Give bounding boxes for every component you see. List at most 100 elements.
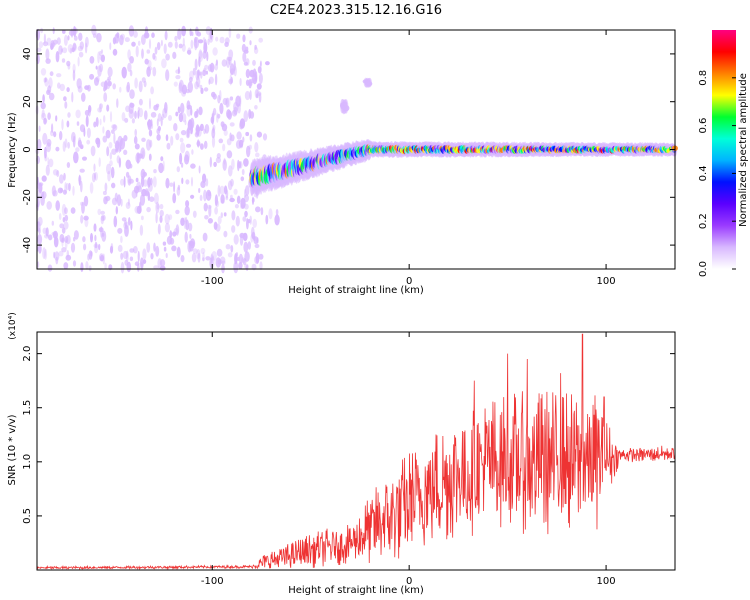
noise-blob xyxy=(156,203,160,210)
noise-blob xyxy=(184,120,187,126)
noise-blob xyxy=(243,158,249,167)
noise-blob xyxy=(199,71,202,76)
noise-blob xyxy=(65,254,72,261)
noise-blob xyxy=(111,148,117,155)
noise-blob xyxy=(70,28,74,38)
noise-blob xyxy=(109,152,113,160)
noise-blob xyxy=(133,246,138,254)
noise-blob xyxy=(247,219,251,224)
noise-blob xyxy=(66,250,70,258)
noise-blob xyxy=(75,147,80,153)
noise-blob xyxy=(203,140,208,149)
noise-blob xyxy=(160,116,163,127)
noise-blob xyxy=(154,55,157,62)
noise-blob xyxy=(185,200,190,208)
noise-blob xyxy=(138,107,144,118)
noise-blob xyxy=(61,119,64,131)
noise-blob xyxy=(245,58,250,66)
noise-blob xyxy=(152,176,157,188)
colorbar-tick-label: 0.4 xyxy=(698,165,709,181)
noise-blob xyxy=(144,26,149,38)
noise-blob xyxy=(38,182,43,194)
noise-blob xyxy=(207,218,213,224)
noise-blob xyxy=(52,169,59,176)
noise-blob xyxy=(82,156,87,161)
noise-blob xyxy=(189,117,195,129)
noise-blob xyxy=(180,142,186,154)
noise-blob xyxy=(181,113,187,123)
noise-blob xyxy=(129,256,134,262)
noise-blob xyxy=(215,257,222,268)
noise-blob xyxy=(189,70,194,80)
noise-blob xyxy=(197,126,202,137)
noise-blob xyxy=(222,159,227,171)
noise-blob xyxy=(155,212,158,224)
noise-blob xyxy=(80,145,84,150)
noise-blob xyxy=(131,41,136,47)
noise-blob xyxy=(165,53,170,61)
noise-blob xyxy=(59,233,65,243)
noise-blob xyxy=(217,259,223,265)
noise-blob xyxy=(275,209,279,216)
noise-blob xyxy=(177,28,182,40)
noise-blob xyxy=(40,68,47,76)
noise-blob xyxy=(61,227,66,234)
noise-blob xyxy=(166,142,171,150)
noise-blob xyxy=(53,236,59,248)
noise-blob xyxy=(185,179,190,185)
noise-blob xyxy=(87,107,91,117)
noise-blob xyxy=(36,221,41,232)
noise-blob xyxy=(249,90,252,101)
noise-blob xyxy=(168,214,173,221)
noise-blob xyxy=(229,96,234,101)
noise-blob xyxy=(233,188,238,195)
noise-blob xyxy=(128,217,131,226)
noise-blob xyxy=(196,108,199,115)
noise-blob xyxy=(100,54,105,63)
noise-blob xyxy=(107,66,113,78)
noise-blob xyxy=(38,243,42,254)
noise-blob xyxy=(190,194,195,199)
noise-blob xyxy=(248,109,252,119)
spectrogram-frame xyxy=(36,29,676,270)
noise-blob xyxy=(134,110,137,119)
noise-blob xyxy=(129,56,135,64)
noise-blob xyxy=(190,163,196,169)
noise-blob xyxy=(184,150,190,162)
noise-blob xyxy=(114,140,120,151)
noise-blob xyxy=(190,39,194,49)
noise-blob xyxy=(244,263,249,269)
noise-blob xyxy=(51,123,54,134)
snr-multiplier-label: (x10⁴) xyxy=(8,312,18,339)
noise-blob xyxy=(46,201,52,210)
noise-blob xyxy=(219,36,225,44)
noise-blob xyxy=(181,25,187,37)
noise-blob xyxy=(67,112,71,118)
noise-blob xyxy=(249,134,253,142)
noise-blob xyxy=(64,101,68,109)
noise-blob xyxy=(244,210,248,218)
noise-blob xyxy=(210,116,214,124)
noise-blob xyxy=(94,241,98,249)
noise-blob xyxy=(99,54,106,61)
noise-blob xyxy=(181,84,187,95)
noise-blob xyxy=(180,130,187,136)
noise-blob xyxy=(137,40,141,46)
noise-blob xyxy=(153,169,157,174)
noise-blob xyxy=(239,78,242,86)
noise-blob xyxy=(217,94,221,104)
noise-blob xyxy=(109,42,112,50)
noise-blob xyxy=(100,226,103,238)
noise-blob xyxy=(192,210,197,218)
noise-blob xyxy=(55,200,60,211)
noise-blob xyxy=(125,171,130,178)
noise-blob xyxy=(254,152,260,158)
noise-blob xyxy=(80,262,84,273)
y-tick-label: -40 xyxy=(22,237,33,253)
noise-blob xyxy=(152,66,157,77)
noise-blob xyxy=(174,41,178,49)
noise-blob xyxy=(90,232,93,243)
noise-blob xyxy=(108,141,113,149)
noise-blob xyxy=(141,215,144,221)
